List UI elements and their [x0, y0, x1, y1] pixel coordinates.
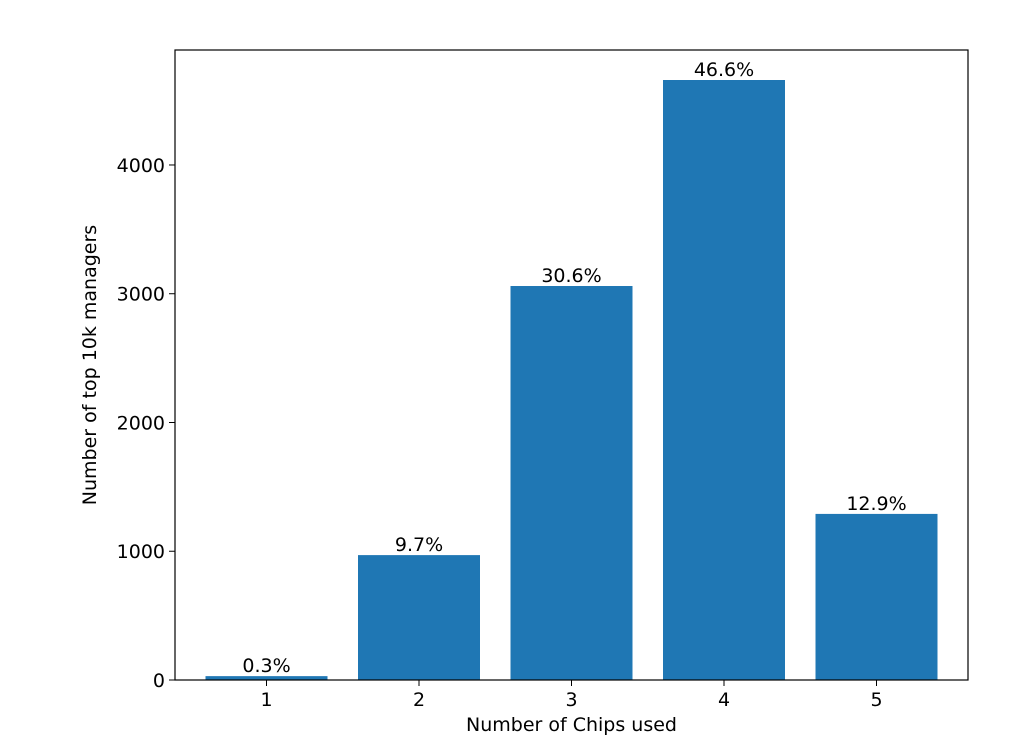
y-axis-label: Number of top 10k managers	[79, 225, 101, 505]
bar-2	[358, 555, 480, 680]
x-tick-label: 2	[413, 689, 425, 711]
bar-5	[815, 513, 938, 680]
bar-value-label: 0.3%	[242, 655, 290, 677]
x-axis-ticks: 1 2 3 4 5	[260, 680, 883, 711]
y-tick-label: 2000	[117, 412, 165, 434]
bar-value-label: 9.7%	[395, 534, 443, 556]
bar-labels-group: 0.3% 9.7% 30.6% 46.6% 12.9%	[242, 59, 906, 677]
bar-3	[510, 286, 633, 680]
x-axis-label: Number of Chips used	[466, 714, 677, 736]
y-tick-label: 4000	[117, 155, 165, 177]
bar-4	[663, 80, 785, 680]
bar-value-label: 46.6%	[694, 59, 754, 81]
x-tick-label: 3	[565, 689, 577, 711]
x-tick-label: 1	[260, 689, 272, 711]
x-tick-label: 4	[718, 689, 730, 711]
bar-1	[205, 676, 328, 680]
y-tick-label: 1000	[117, 541, 165, 563]
bar-value-label: 12.9%	[846, 493, 906, 515]
y-tick-label: 0	[153, 670, 165, 692]
plot-frame	[174, 49, 969, 681]
bars-group	[205, 80, 938, 680]
y-axis-ticks: 0 1000 2000 3000 4000	[117, 155, 175, 692]
y-tick-label: 3000	[117, 284, 165, 306]
x-tick-label: 5	[870, 689, 882, 711]
bar-value-label: 30.6%	[541, 265, 601, 287]
